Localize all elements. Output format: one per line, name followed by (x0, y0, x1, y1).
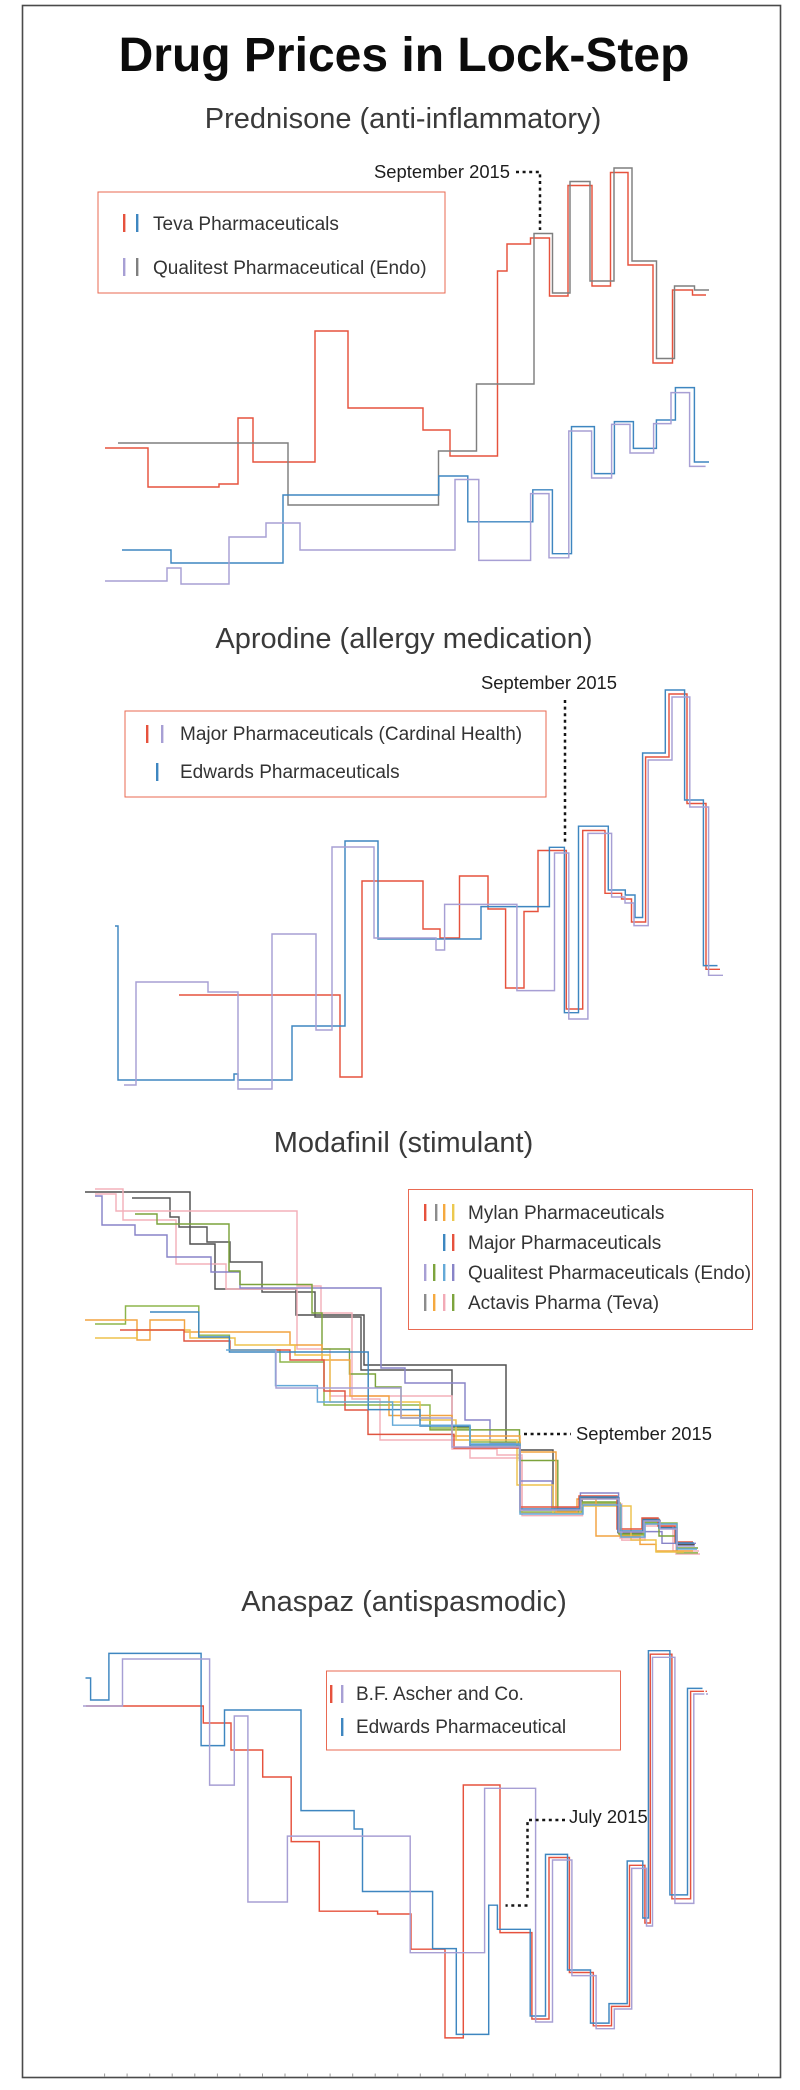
svg-text:Drug Prices in Lock-Step: Drug Prices in Lock-Step (119, 29, 690, 82)
svg-text:Edwards Pharmaceuticals: Edwards Pharmaceuticals (180, 762, 400, 783)
svg-text:Qualitest Pharmaceuticals (End: Qualitest Pharmaceuticals (Endo) (468, 1263, 751, 1284)
svg-text:Actavis Pharma (Teva): Actavis Pharma (Teva) (468, 1293, 659, 1314)
svg-text:Anaspaz (antispasmodic): Anaspaz (antispasmodic) (241, 1586, 567, 1618)
svg-text:Aprodine (allergy medication): Aprodine (allergy medication) (215, 623, 592, 655)
svg-text:September 2015: September 2015 (576, 1423, 712, 1444)
svg-text:September 2015: September 2015 (481, 672, 617, 693)
svg-text:July 2015: July 2015 (569, 1806, 648, 1827)
svg-text:Prednisone (anti-inflammatory): Prednisone (anti-inflammatory) (205, 103, 601, 135)
svg-text:Edwards Pharmaceutical: Edwards Pharmaceutical (356, 1717, 566, 1738)
svg-text:September 2015: September 2015 (374, 161, 510, 182)
svg-text:Major Pharmaceuticals (Cardina: Major Pharmaceuticals (Cardinal Health) (180, 724, 522, 745)
svg-text:Qualitest Pharmaceutical (Endo: Qualitest Pharmaceutical (Endo) (153, 258, 427, 279)
svg-text:Major Pharmaceuticals: Major Pharmaceuticals (468, 1233, 661, 1254)
svg-text:Modafinil (stimulant): Modafinil (stimulant) (274, 1127, 533, 1159)
svg-text:B.F. Ascher and Co.: B.F. Ascher and Co. (356, 1684, 524, 1705)
svg-text:Teva Pharmaceuticals: Teva Pharmaceuticals (153, 214, 339, 235)
svg-text:Mylan Pharmaceuticals: Mylan Pharmaceuticals (468, 1203, 664, 1224)
